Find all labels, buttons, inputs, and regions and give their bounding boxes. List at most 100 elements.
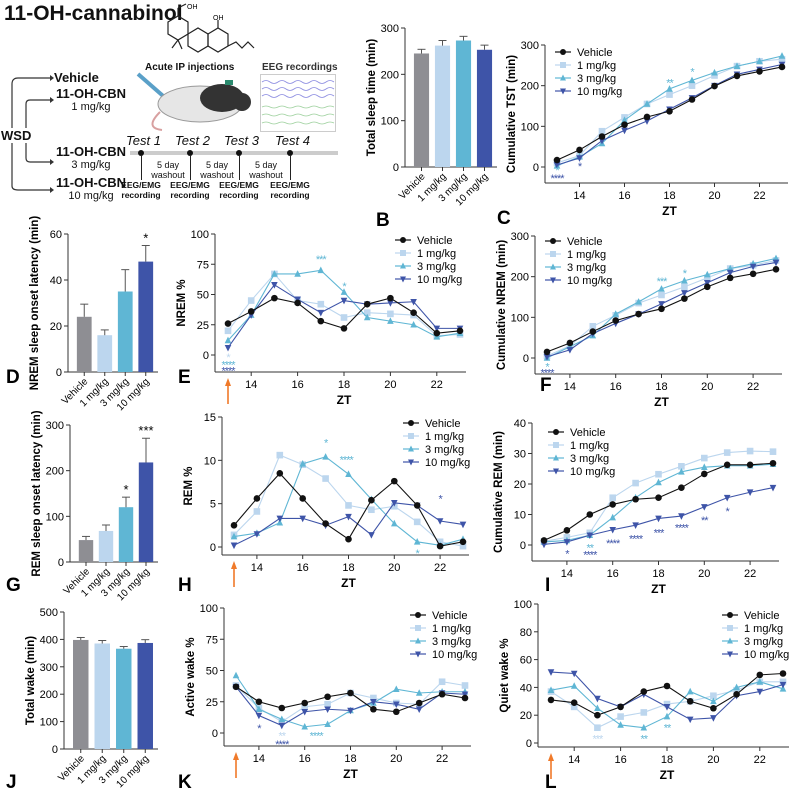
marker-triangle [570, 682, 578, 689]
marker-triangle-down [347, 707, 354, 715]
marker-circle [438, 690, 446, 698]
significance-label: * [143, 231, 148, 246]
marker-circle [255, 698, 263, 706]
marker-circle [566, 339, 574, 347]
significance-label: **** [540, 367, 555, 379]
marker-triangle [617, 721, 624, 728]
legend-label: 3 mg/kg [567, 262, 606, 274]
x-tick-label: 22 [434, 562, 446, 574]
timeline-tick [140, 155, 142, 180]
marker-square [723, 449, 731, 456]
significance-label: * [683, 268, 688, 280]
significance-label: **** [606, 538, 621, 550]
marker-circle [621, 121, 628, 129]
marker-circle [686, 698, 694, 705]
y-tick-label: 0 [533, 162, 539, 174]
bar [116, 648, 132, 749]
bar [94, 643, 110, 749]
x-tick-label: 22 [754, 754, 766, 766]
x-tick-label: 20 [701, 381, 713, 393]
x-tick-label: 18 [661, 754, 673, 766]
y-axis-label: Total wake (min) [25, 636, 37, 725]
marker-circle [543, 348, 551, 356]
marker-circle [655, 494, 662, 502]
legend-label: 1 mg/kg [570, 440, 609, 452]
bar [73, 639, 89, 749]
x-tick-label: 22 [747, 381, 759, 393]
x-tick-label: 20 [390, 753, 402, 765]
legend-label: Vehicle [567, 236, 602, 248]
marker-circle [617, 703, 624, 711]
series-Vehicle [230, 470, 467, 550]
washout-label: 5 day washout [249, 160, 283, 180]
marker-triangle-down [756, 688, 764, 696]
bar [476, 49, 493, 167]
marker-triangle-down [301, 708, 308, 716]
marker-triangle [726, 264, 734, 272]
y-tick-label: 50 [197, 290, 209, 302]
legend-label: 10 mg/kg [425, 457, 470, 469]
marker-square [704, 274, 711, 282]
significance-label: *** [138, 423, 153, 438]
marker-triangle-down [570, 670, 578, 678]
marker-circle [749, 270, 757, 278]
significance-label: * [416, 548, 421, 560]
marker-circle [387, 294, 394, 302]
marker-circle [589, 328, 597, 335]
significance-label: **** [221, 359, 236, 371]
marker-square [655, 470, 662, 478]
marker-square [345, 502, 352, 509]
x-axis-label: ZT [341, 576, 356, 590]
marker-triangle-down [271, 282, 278, 289]
marker-square [317, 300, 325, 308]
group-dose: 10 mg/kg [68, 190, 114, 202]
marker-triangle-down [368, 532, 375, 539]
timeline-tick [238, 155, 240, 180]
significance-label: ** [664, 722, 672, 734]
significance-label: ** [641, 733, 649, 745]
significance-label: **** [275, 739, 290, 751]
marker-square [681, 283, 688, 291]
marker-circle [681, 295, 688, 302]
marker-triangle-down [701, 504, 708, 511]
x-axis-label: ZT [662, 204, 677, 218]
marker-triangle-down [393, 701, 400, 709]
y-tick-label: 100 [200, 603, 218, 615]
significance-label: **** [310, 730, 325, 742]
marker-triangle [778, 52, 786, 59]
marker-triangle [655, 478, 662, 486]
series-3-mg-kg [232, 671, 469, 730]
series-1-mg-kg [232, 678, 469, 726]
marker-square [640, 709, 648, 716]
marker-circle [710, 704, 717, 712]
y-tick-label: 40 [514, 418, 526, 430]
marker-circle [586, 511, 594, 518]
marker-square [363, 309, 371, 316]
marker-triangle-down [609, 526, 616, 534]
marker-circle [733, 72, 741, 80]
x-tick-label: 22 [431, 379, 443, 391]
marker-triangle [294, 270, 301, 277]
wsd-label: WSD [1, 128, 32, 143]
marker-circle [408, 420, 414, 426]
timeline-tick [189, 155, 191, 180]
marker-square [368, 506, 375, 514]
marker-square [589, 322, 597, 330]
y-tick-label: 300 [521, 40, 539, 52]
y-tick-label: 30 [514, 449, 526, 461]
marker-triangle-down [681, 290, 688, 297]
marker-triangle [230, 532, 238, 540]
marker-circle [322, 520, 329, 527]
legend-label: 3 mg/kg [425, 444, 464, 456]
marker-triangle-down [553, 162, 561, 169]
marker-square [727, 625, 733, 631]
y-tick-label: 300 [40, 662, 58, 674]
group-dose: 1 mg/kg [71, 101, 111, 113]
marker-square [459, 542, 467, 550]
y-tick-label: 0 [52, 744, 58, 756]
marker-circle [324, 693, 331, 701]
marker-square [688, 82, 696, 89]
